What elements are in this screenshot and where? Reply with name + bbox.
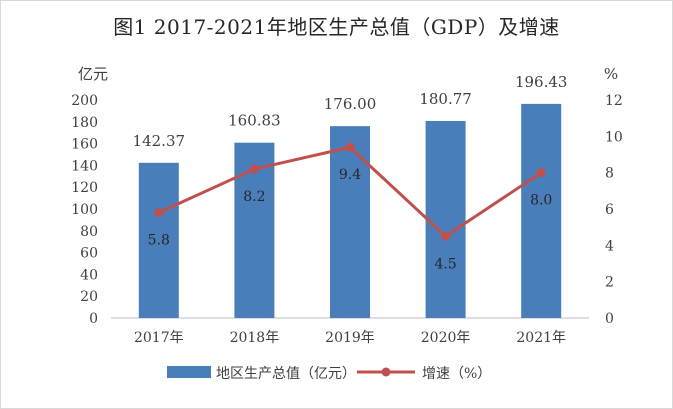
bar-2019年 xyxy=(330,126,370,318)
bar-value-label: 196.43 xyxy=(515,73,568,91)
growth-value-label: 8.0 xyxy=(530,193,552,209)
growth-point-2017年 xyxy=(154,208,164,218)
x-tick-label: 2019年 xyxy=(325,330,375,346)
y-left-tick-label: 60 xyxy=(80,246,98,262)
bar-2021年 xyxy=(521,103,562,318)
y-left-tick-label: 80 xyxy=(80,224,98,240)
y-left-tick-label: 140 xyxy=(71,158,98,174)
x-tick-label: 2021年 xyxy=(516,330,566,346)
x-tick-label: 2018年 xyxy=(230,330,280,346)
y-left-tick-label: 160 xyxy=(71,137,98,153)
bar-value-label: 142.37 xyxy=(133,132,186,150)
legend-line-marker xyxy=(381,367,391,377)
bar-value-label: 160.83 xyxy=(228,112,281,130)
growth-value-label: 8.2 xyxy=(243,189,265,205)
y-right-tick-label: 6 xyxy=(605,202,614,218)
growth-point-2020年 xyxy=(441,231,451,241)
growth-value-label: 5.8 xyxy=(148,233,170,249)
legend-bar-label: 地区生产总值（亿元） xyxy=(216,366,356,382)
bar-value-label: 176.00 xyxy=(324,95,377,113)
y-left-tick-label: 200 xyxy=(71,93,98,109)
y-right-tick-label: 4 xyxy=(605,238,614,254)
y-right-tick-label: 2 xyxy=(605,275,614,291)
y-right-tick-label: 12 xyxy=(605,93,623,109)
y-left-tick-label: 20 xyxy=(80,289,98,305)
y-right-tick-label: 0 xyxy=(605,311,614,327)
legend-line-label: 增速（%） xyxy=(422,366,491,382)
chart-title: 图1 2017-2021年地区生产总值（GDP）及增速 xyxy=(113,15,560,39)
growth-point-2019年 xyxy=(345,142,355,152)
growth-value-label: 4.5 xyxy=(434,256,456,272)
y-left-axis-label: 亿元 xyxy=(78,65,108,83)
y-left-tick-label: 40 xyxy=(80,267,98,283)
y-left-tick-label: 180 xyxy=(71,115,98,131)
x-tick-label: 2020年 xyxy=(421,330,471,346)
bar-2017年 xyxy=(138,162,179,318)
y-left-tick-label: 120 xyxy=(71,180,98,196)
growth-value-label: 9.4 xyxy=(339,167,361,183)
growth-point-2018年 xyxy=(249,164,259,174)
y-left-tick-label: 0 xyxy=(89,311,98,327)
bar-value-label: 180.77 xyxy=(419,90,472,108)
y-right-tick-label: 10 xyxy=(605,129,623,145)
y-right-axis-label: % xyxy=(604,65,618,83)
y-left-tick-label: 100 xyxy=(71,202,98,218)
legend-bar-swatch xyxy=(167,366,211,378)
growth-point-2021年 xyxy=(536,168,546,178)
x-tick-label: 2017年 xyxy=(134,330,184,346)
y-right-tick-label: 8 xyxy=(605,166,614,182)
bar-2020年 xyxy=(425,120,466,319)
